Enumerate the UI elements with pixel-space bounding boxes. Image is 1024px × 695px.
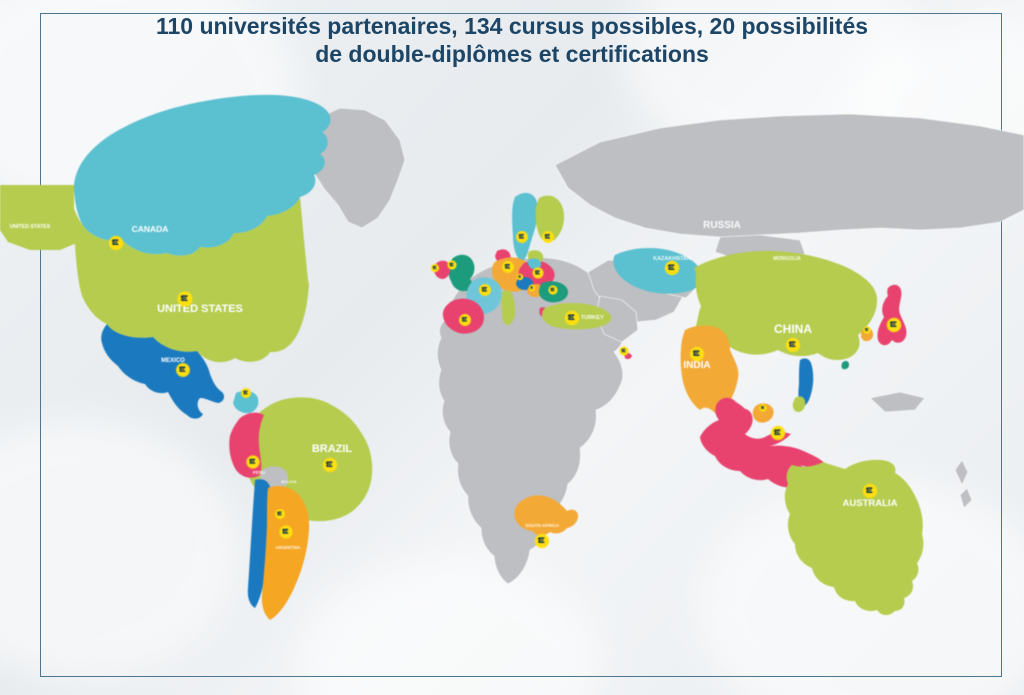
svg-text:PERU: PERU: [253, 470, 266, 475]
svg-text:INDIA: INDIA: [683, 360, 710, 371]
svg-text:ARGENTINA: ARGENTINA: [276, 545, 301, 550]
svg-text:MONGOLIA: MONGOLIA: [773, 256, 801, 262]
svg-text:UNITED STATES: UNITED STATES: [157, 303, 243, 315]
svg-text:SOUTH AFRICA: SOUTH AFRICA: [525, 523, 560, 528]
svg-text:BRAZIL: BRAZIL: [312, 443, 353, 455]
svg-text:CANADA: CANADA: [132, 224, 169, 234]
svg-text:CHINA: CHINA: [774, 322, 812, 336]
svg-text:AUSTRALIA: AUSTRALIA: [843, 498, 898, 509]
svg-text:UNITED STATES: UNITED STATES: [10, 224, 51, 230]
svg-text:BOLIVIA: BOLIVIA: [281, 480, 297, 484]
svg-text:TURKEY: TURKEY: [581, 315, 604, 321]
svg-text:RUSSIA: RUSSIA: [703, 220, 741, 231]
